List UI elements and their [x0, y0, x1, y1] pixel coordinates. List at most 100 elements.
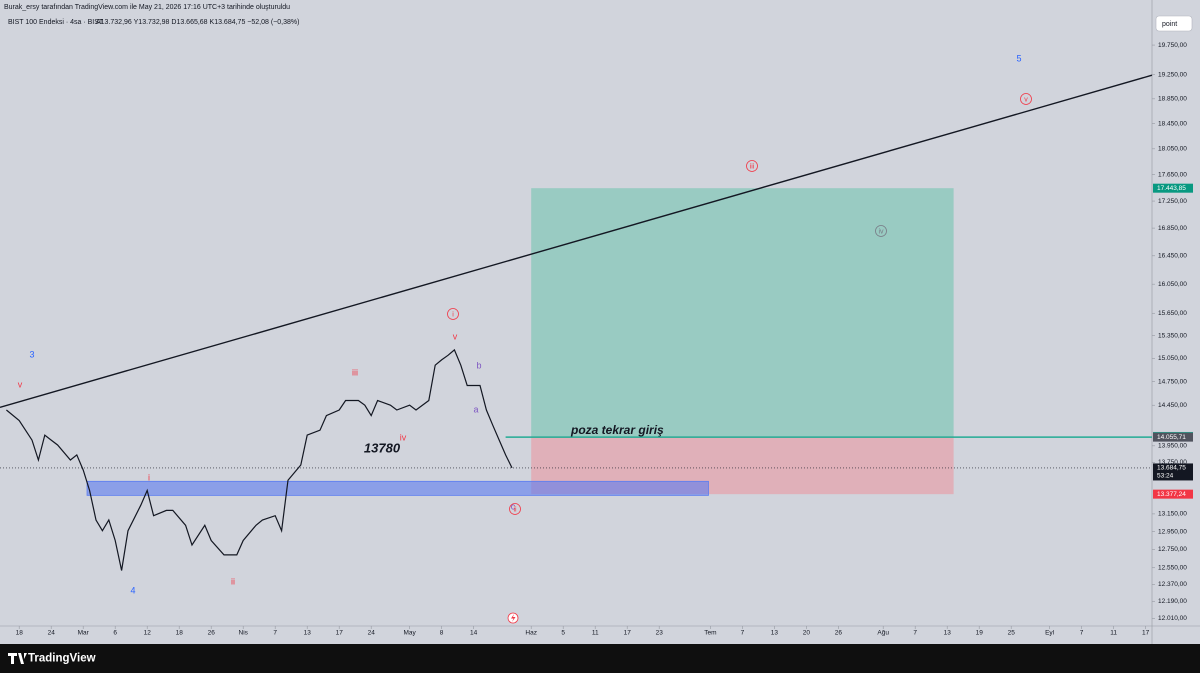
x-tick-label: 12 [144, 630, 152, 637]
countdown: 53:24 [1157, 473, 1174, 480]
x-tick-label: 5 [561, 630, 565, 637]
x-tick-label: 14 [470, 630, 478, 637]
x-tick-label: 25 [1008, 630, 1016, 637]
x-tick-label: 13 [304, 630, 312, 637]
x-tick-label: 26 [835, 630, 843, 637]
y-tick-label: 14.750,00 [1158, 378, 1187, 385]
x-tick-label: 13 [771, 630, 779, 637]
wave-label: v [1024, 96, 1028, 103]
x-tick-label: 20 [803, 630, 811, 637]
y-tick-label: 12.950,00 [1158, 528, 1187, 535]
wave-label: i [452, 311, 454, 318]
y-tick-label: 13.150,00 [1158, 511, 1187, 518]
y-tick-label: 15.050,00 [1158, 355, 1187, 362]
x-tick-label: Eyl [1045, 630, 1055, 637]
wave-label: c [511, 501, 516, 511]
note: 13780 [364, 440, 401, 455]
note: poza tekrar giriş [570, 423, 664, 437]
wave-label: ii [513, 506, 517, 513]
y-tick-label: 16.850,00 [1158, 225, 1187, 232]
y-tick-label: 12.190,00 [1158, 598, 1187, 605]
y-tick-label: 19.750,00 [1158, 42, 1187, 49]
x-tick-label: 18 [16, 630, 24, 637]
x-tick-label: 7 [741, 630, 745, 637]
x-tick-label: 17 [1142, 630, 1150, 637]
x-tick-label: 7 [273, 630, 277, 637]
y-tick-label: 17.650,00 [1158, 171, 1187, 178]
y-tick-label: 12.550,00 [1158, 564, 1187, 571]
footer-bar [0, 644, 1200, 673]
wave-circle [447, 308, 459, 320]
price-badge [1153, 489, 1193, 499]
x-tick-label: 7 [1080, 630, 1084, 637]
wave-label: 4 [130, 585, 135, 595]
logo: TradingView [8, 653, 96, 665]
wave-label: 5 [1016, 53, 1021, 63]
y-tick-label: 16.450,00 [1158, 253, 1187, 260]
wave-label: a [473, 404, 478, 414]
x-tick-label: Mar [78, 630, 90, 637]
wave-circle [746, 160, 758, 172]
wave-label: iii [750, 163, 755, 170]
x-tick-label: 19 [976, 630, 984, 637]
price-line [6, 348, 513, 571]
wave-label: b [476, 360, 481, 370]
x-tick-label: 18 [176, 630, 184, 637]
y-tick-label: 13.750,00 [1158, 459, 1187, 466]
point-button-label[interactable]: point [1162, 21, 1177, 28]
price-badge-label: 13.377,24 [1157, 491, 1186, 498]
wave-label: v [453, 331, 458, 341]
y-tick-label: 14.450,00 [1158, 402, 1187, 409]
x-tick-label: 13 [944, 630, 952, 637]
wave-label: v [18, 379, 23, 389]
wave-label: i [148, 472, 150, 482]
wave-circle [1020, 93, 1032, 105]
wave-circle [509, 503, 521, 515]
wave-label: 3 [29, 349, 34, 359]
x-tick-label: 23 [656, 630, 664, 637]
price-badge-label: 17.443,85 [1157, 185, 1186, 192]
point-button[interactable] [1155, 15, 1193, 32]
trend-line [0, 74, 1153, 408]
price-badge [1153, 463, 1193, 481]
y-tick-label: 17.250,00 [1158, 198, 1187, 205]
wave-label: iv [878, 228, 884, 235]
y-tick-label: 12.750,00 [1158, 546, 1187, 553]
x-tick-label: 6 [113, 630, 117, 637]
wave-circle [875, 225, 887, 237]
plot [0, 74, 1153, 571]
symbol: BIST 100 Endeksi · 4sa · BIST [8, 19, 104, 26]
x-tick-label: May [403, 630, 416, 637]
x-tick-label: Tem [704, 630, 716, 637]
price-badge-label: 14.055,71 [1157, 434, 1186, 441]
wave-label: ii [231, 576, 235, 586]
x-tick-label: 7 [913, 630, 917, 637]
x-tick-label: Nis [239, 630, 249, 637]
wave-label: iv [400, 432, 407, 442]
x-tick-label: 17 [336, 630, 344, 637]
y-tick-label: 18.050,00 [1158, 146, 1187, 153]
y-tick-label: 16.050,00 [1158, 281, 1187, 288]
target-zone [531, 188, 954, 437]
x-tick-label: 11 [1110, 630, 1117, 637]
x-tick-label: 17 [624, 630, 632, 637]
x-tick-label: 11 [592, 630, 599, 637]
ohlc: A13.732,96 Y13.732,98 D13.665,68 K13.684… [96, 19, 299, 26]
y-tick-label: 15.350,00 [1158, 332, 1187, 339]
credit: Burak_ersy tarafından TradingView.com il… [4, 4, 290, 11]
x-tick-label: 8 [440, 630, 444, 637]
price-badge [1153, 432, 1193, 442]
annotations: 3 v 4 i ii iii iv 13780 v b a c i ii iii… [18, 53, 1032, 624]
y-tick-label: 12.370,00 [1158, 581, 1187, 588]
price-badge-label: 13.684,75 [1157, 465, 1186, 472]
y-tick-label: 18.450,00 [1158, 120, 1187, 127]
y-tick-label: 19.250,00 [1158, 71, 1187, 78]
x-tick-label: Haz [525, 630, 537, 637]
event-icon-bolt [511, 614, 516, 622]
y-tick-label: 18.850,00 [1158, 96, 1187, 103]
x-tick-label: 26 [208, 630, 216, 637]
logo-icon [8, 653, 27, 664]
support-zone [86, 480, 709, 496]
x-tick-label: Ağu [877, 630, 889, 637]
